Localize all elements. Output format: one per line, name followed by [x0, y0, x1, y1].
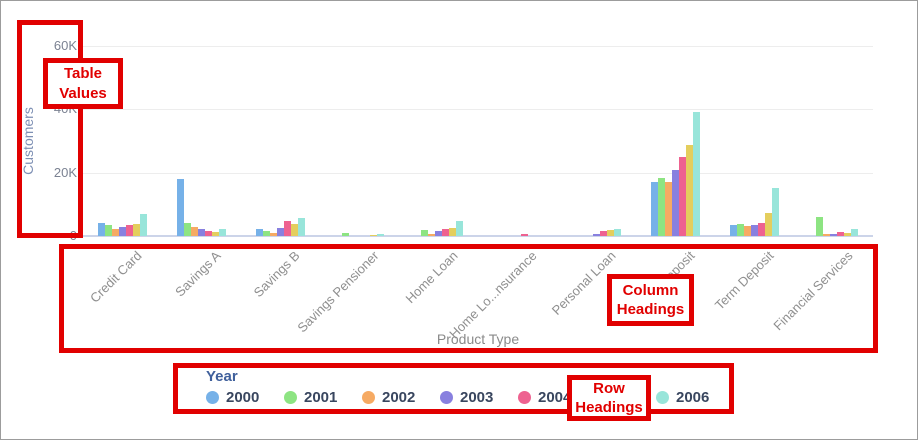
- annotation-box-x-labels: [59, 244, 878, 353]
- bar-2003-savings-b[interactable]: [277, 228, 284, 236]
- bar-2006-personal-loan[interactable]: [614, 229, 621, 236]
- bar-2002-savings-a[interactable]: [191, 227, 198, 236]
- annotation-box-legend: [173, 363, 734, 414]
- legend-item-2003[interactable]: 2003: [440, 389, 493, 406]
- bar-2004-deposit[interactable]: [679, 157, 686, 236]
- bar-2005-personal-loan[interactable]: [607, 230, 614, 236]
- annotation-label-column-headings: Column Headings: [607, 274, 694, 326]
- bar-2005-credit-card[interactable]: [133, 224, 140, 236]
- bar-2002-term-deposit[interactable]: [744, 226, 751, 236]
- bar-2001-deposit[interactable]: [658, 178, 665, 236]
- legend-label-2001: 2001: [304, 389, 338, 406]
- bar-2001-savings-a[interactable]: [184, 223, 191, 236]
- bar-2005-home-loan[interactable]: [449, 228, 456, 236]
- bar-2004-credit-card[interactable]: [126, 225, 133, 236]
- bar-2003-personal-loan[interactable]: [593, 234, 600, 236]
- y-tick-20K: 20K: [53, 164, 77, 180]
- bar-2003-home-loan[interactable]: [435, 231, 442, 236]
- bar-2001-term-deposit[interactable]: [737, 224, 744, 236]
- bar-2005-savings-a[interactable]: [212, 232, 219, 236]
- gridline-20K: [83, 172, 873, 174]
- legend-label-2000: 2000: [226, 389, 260, 406]
- legend-item-2004[interactable]: 2004: [518, 389, 571, 406]
- gridline-40K: [83, 109, 873, 111]
- bar-2006-deposit[interactable]: [693, 112, 700, 236]
- bar-2001-savings-b[interactable]: [263, 231, 270, 236]
- legend-label-2002: 2002: [382, 389, 416, 406]
- bar-2003-savings-a[interactable]: [198, 229, 205, 236]
- bar-2004-financial-services[interactable]: [837, 232, 844, 236]
- bar-2005-savings-b[interactable]: [291, 224, 298, 236]
- legend-label-2004: 2004: [538, 389, 572, 406]
- legend-swatch-2000: [206, 391, 219, 404]
- legend-item-2001[interactable]: 2001: [284, 389, 337, 406]
- bar-2002-home-loan[interactable]: [428, 234, 435, 236]
- bar-2001-financial-services[interactable]: [816, 217, 823, 236]
- bar-2004-savings-a[interactable]: [205, 231, 212, 236]
- bar-2004-savings-b[interactable]: [284, 221, 291, 236]
- bar-2002-credit-card[interactable]: [112, 229, 119, 236]
- legend-swatch-2002: [362, 391, 375, 404]
- legend-swatch-2004: [518, 391, 531, 404]
- gridline-60K: [83, 46, 873, 47]
- bar-2003-financial-services[interactable]: [830, 234, 837, 236]
- legend-swatch-2006: [656, 391, 669, 404]
- bar-2001-credit-card[interactable]: [105, 225, 112, 236]
- bar-2001-savings-pensioner[interactable]: [342, 233, 349, 236]
- bar-2003-term-deposit[interactable]: [751, 225, 758, 236]
- bar-2003-deposit[interactable]: [672, 170, 679, 236]
- x-axis-line: [83, 235, 873, 237]
- annotation-label-row-headings: Row Headings: [567, 375, 651, 421]
- bar-2004-term-deposit[interactable]: [758, 223, 765, 236]
- bar-2006-home-loan[interactable]: [456, 221, 463, 236]
- x-axis-title: Product Type: [436, 331, 520, 347]
- bar-2005-term-deposit[interactable]: [765, 213, 772, 236]
- legend-swatch-2003: [440, 391, 453, 404]
- legend-label-2003: 2003: [460, 389, 494, 406]
- legend-label-2006: 2006: [676, 389, 710, 406]
- bar-2006-credit-card[interactable]: [140, 214, 147, 236]
- bar-2000-savings-a[interactable]: [177, 179, 184, 236]
- bar-2006-term-deposit[interactable]: [772, 188, 779, 236]
- legend-swatch-2001: [284, 391, 297, 404]
- bar-2000-credit-card[interactable]: [98, 223, 105, 236]
- bar-2006-financial-services[interactable]: [851, 229, 858, 236]
- bar-2000-term-deposit[interactable]: [730, 225, 737, 236]
- annotation-label-table-values: Table Values: [43, 58, 123, 109]
- bar-2002-financial-services[interactable]: [823, 234, 830, 236]
- bar-2004-home-loan[interactable]: [442, 229, 449, 236]
- bar-2006-savings-b[interactable]: [298, 218, 305, 236]
- bar-2001-home-loan[interactable]: [421, 230, 428, 236]
- bar-2002-deposit[interactable]: [665, 182, 672, 236]
- bar-2004-home-lo-nsurance[interactable]: [521, 234, 528, 236]
- bar-2006-savings-pensioner[interactable]: [377, 234, 384, 236]
- bar-2003-credit-card[interactable]: [119, 227, 126, 236]
- bar-2005-deposit[interactable]: [686, 145, 693, 236]
- legend-item-2002[interactable]: 2002: [362, 389, 415, 406]
- legend-item-2000[interactable]: 2000: [206, 389, 259, 406]
- bar-2000-deposit[interactable]: [651, 182, 658, 236]
- annotation-box-y-axis: [17, 20, 83, 238]
- bar-2005-financial-services[interactable]: [844, 233, 851, 236]
- legend-item-2006[interactable]: 2006: [656, 389, 709, 406]
- bar-2004-personal-loan[interactable]: [600, 231, 607, 236]
- legend-title: Year: [206, 368, 238, 385]
- bar-2002-savings-b[interactable]: [270, 233, 277, 236]
- bar-2006-savings-a[interactable]: [219, 229, 226, 236]
- y-tick-60K: 60K: [53, 38, 77, 53]
- bar-2005-savings-pensioner[interactable]: [370, 235, 377, 236]
- bar-2000-savings-b[interactable]: [256, 229, 263, 236]
